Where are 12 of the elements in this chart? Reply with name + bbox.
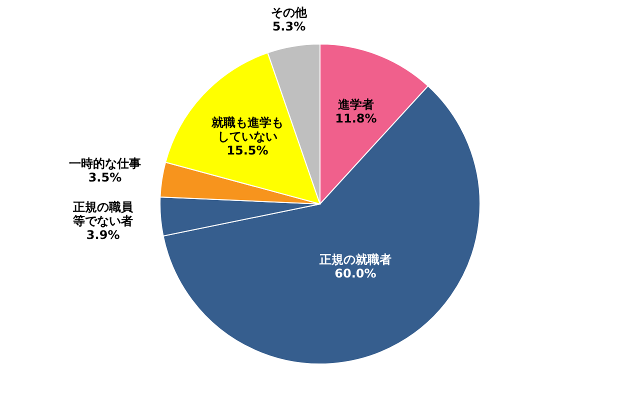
data-label: 5.3% [272, 19, 306, 34]
slice-label: 正規の職員等でない者 [72, 200, 134, 228]
slice-label: 一時的な仕事 [68, 156, 141, 171]
slice-label: 就職も進学もしていない [210, 115, 284, 144]
data-label: 60.0% [334, 266, 376, 281]
data-label: 11.8% [335, 112, 377, 126]
slice-label: 正規の就職者 [318, 252, 392, 267]
data-label: 3.5% [88, 170, 122, 185]
slice-label: その他 [270, 5, 308, 20]
data-label: 3.9% [86, 228, 120, 242]
slice-label: 進学者 [336, 98, 374, 112]
data-label: 15.5% [226, 143, 268, 158]
